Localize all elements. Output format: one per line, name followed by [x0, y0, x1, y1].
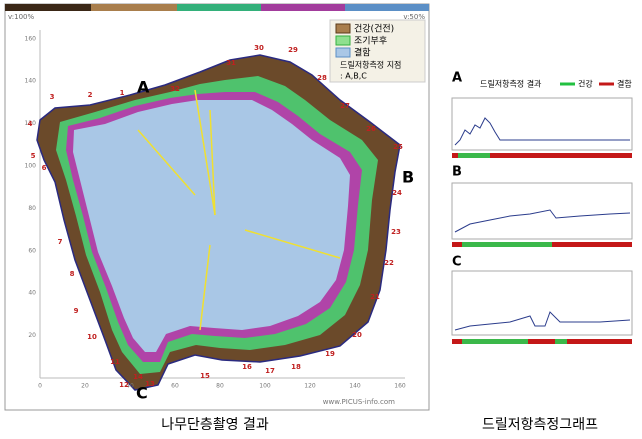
- sensor-label: 29: [288, 46, 298, 54]
- path-line: [194, 89, 216, 216]
- graph-bar: [452, 339, 632, 344]
- sensor-label: 1: [120, 89, 125, 97]
- sensor-label: 2: [88, 91, 93, 99]
- sensor-label: 26: [366, 125, 376, 133]
- sensor-label: 17: [265, 367, 275, 375]
- sensor-label: 9: [74, 307, 79, 315]
- sensor-label: 30: [254, 44, 264, 52]
- y-tick-label: 20: [28, 332, 36, 339]
- graph-bar: [462, 242, 552, 247]
- y-tick-label: 140: [25, 78, 37, 85]
- sensor-label: 16: [242, 363, 252, 371]
- y-tick-label: 160: [25, 35, 37, 42]
- y-tick-label: 80: [28, 205, 36, 212]
- graph-trace: [454, 209, 631, 233]
- graph-bar: [555, 339, 567, 344]
- path-line: [199, 244, 211, 331]
- caption: 드릴저항측정그래프: [482, 417, 598, 433]
- sensor-label: 27: [340, 102, 350, 110]
- graph-label: C: [452, 255, 462, 270]
- y-tick-label: 60: [28, 247, 36, 254]
- x-tick-label: 140: [349, 383, 361, 390]
- legend-label: 결함: [617, 79, 632, 89]
- path-line: [209, 109, 216, 216]
- drill-point: B: [402, 168, 414, 187]
- sensor-label: 5: [31, 152, 36, 160]
- x-tick-label: 160: [394, 383, 406, 390]
- x-tick-label: 100: [259, 383, 271, 390]
- drill-point: A: [137, 78, 150, 97]
- sensor-label: 14: [133, 373, 143, 381]
- color-bar: [5, 4, 91, 11]
- graph-box: [451, 182, 633, 240]
- sensor-label: 10: [87, 333, 97, 341]
- x-tick-label: 0: [38, 383, 42, 390]
- legend-label: 결함: [354, 48, 371, 59]
- sensor-label: 8: [70, 270, 75, 278]
- legend-label: 조기부후: [354, 36, 387, 47]
- sensor-label: 7: [58, 238, 63, 246]
- graph-box: [451, 97, 633, 151]
- graph-trace: [454, 311, 631, 331]
- legend-note: 드릴저항측정 지점: [340, 60, 401, 70]
- sensor-label: 4: [28, 120, 33, 128]
- x-tick-label: 60: [171, 383, 179, 390]
- sensor-label: 13: [145, 380, 155, 388]
- color-bar: [345, 4, 429, 11]
- graph-title: 드릴저항측정 결과: [480, 79, 542, 89]
- graph-bar: [462, 339, 528, 344]
- y-tick-label: 120: [25, 120, 37, 127]
- legend-label: 건강(건전): [354, 24, 394, 35]
- legend-label: 건강: [578, 79, 593, 89]
- sensor-label: 24: [392, 189, 402, 197]
- drill-point: C: [136, 384, 148, 403]
- graph-label: A: [452, 71, 462, 86]
- color-bar: [177, 4, 261, 11]
- sensor-label: 3: [50, 93, 55, 101]
- legend-swatch: [335, 47, 351, 58]
- sensor-label: 31: [226, 59, 236, 67]
- sensor-label: 23: [391, 228, 401, 236]
- graph-bar: [458, 153, 490, 158]
- sensor-label: 25: [393, 143, 403, 151]
- scale-label: v:100%: [8, 13, 34, 21]
- scale-label: v:50%: [403, 13, 425, 21]
- x-tick-label: 40: [126, 383, 134, 390]
- sensor-label: 15: [200, 372, 210, 380]
- sensor-label: 28: [317, 74, 327, 82]
- graph-bar: [452, 153, 632, 158]
- sensor-label: 18: [291, 363, 301, 371]
- sensor-label: 6: [42, 164, 47, 172]
- sensor-label: 32: [170, 85, 180, 93]
- path-line: [137, 129, 196, 196]
- sensor-label: 21: [370, 293, 380, 301]
- legend-note: : A,B,C: [340, 72, 367, 81]
- legend-swatch: [335, 35, 351, 46]
- color-bar: [91, 4, 177, 11]
- x-tick-label: 80: [216, 383, 224, 390]
- sensor-label: 11: [110, 358, 120, 366]
- graph-trace: [454, 117, 630, 146]
- x-tick-label: 120: [304, 383, 316, 390]
- sensor-label: 22: [384, 259, 394, 267]
- x-tick-label: 20: [81, 383, 89, 390]
- y-tick-label: 40: [28, 290, 36, 297]
- sensor-label: 12: [119, 381, 129, 389]
- source-url: www.PICUS-info.com: [323, 398, 395, 406]
- defect-zone: [73, 100, 350, 352]
- y-tick-label: 100: [25, 163, 37, 170]
- caption: 나무단층촬영 결과: [161, 417, 269, 433]
- path-line: [244, 229, 341, 259]
- sensor-label: 20: [352, 331, 362, 339]
- graph-label: B: [452, 165, 462, 180]
- legend-swatch: [335, 23, 351, 34]
- color-bar: [261, 4, 345, 11]
- sensor-label: 19: [325, 350, 335, 358]
